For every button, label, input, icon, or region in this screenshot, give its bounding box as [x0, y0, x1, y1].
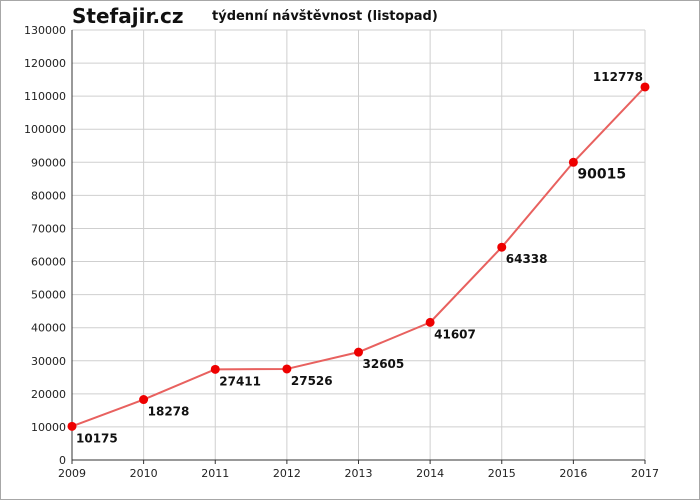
y-tick-label: 130000: [24, 24, 66, 37]
x-tick-label: 2013: [345, 467, 373, 480]
x-tick-label: 2011: [201, 467, 229, 480]
data-point: [210, 364, 220, 374]
y-tick-label: 90000: [31, 156, 66, 169]
data-point: [139, 395, 149, 405]
data-label: 10175: [76, 431, 118, 445]
data-point: [568, 157, 578, 167]
x-tick-label: 2009: [58, 467, 86, 480]
data-label: 41607: [434, 327, 476, 341]
data-point: [640, 82, 650, 92]
y-tick-label: 10000: [31, 421, 66, 434]
data-label: 64338: [506, 252, 548, 266]
data-point: [67, 421, 77, 431]
data-point: [497, 242, 507, 252]
data-label: 32605: [363, 357, 405, 371]
x-tick-label: 2017: [631, 467, 659, 480]
data-point: [425, 317, 435, 327]
y-axis-tick-labels: 0 10000 20000 30000 40000 50000 60000 70000 8000…: [24, 24, 66, 467]
x-tick-label: 2012: [273, 467, 301, 480]
data-label: 18278: [148, 405, 190, 419]
y-tick-label: 60000: [31, 256, 66, 269]
y-tick-label: 80000: [31, 189, 66, 202]
y-tick-label: 120000: [24, 57, 66, 70]
axes: [71, 30, 646, 464]
y-tick-label: 50000: [31, 289, 66, 302]
data-label: 112778: [593, 70, 643, 84]
x-tick-label: 2015: [488, 467, 516, 480]
data-point: [354, 347, 363, 357]
y-tick-label: 30000: [31, 355, 66, 368]
x-tick-label: 2016: [559, 467, 587, 480]
y-tick-label: 40000: [31, 322, 66, 335]
data-point: [282, 364, 292, 374]
data-label: 90015: [577, 166, 626, 182]
grid: [72, 29, 646, 460]
y-tick-label: 70000: [31, 222, 66, 235]
x-tick-label: 2014: [416, 467, 444, 480]
y-tick-label: 100000: [24, 123, 66, 136]
data-label: 27526: [291, 374, 333, 388]
x-tick-label: 2010: [130, 467, 158, 480]
site-brand: Stefajir.cz: [72, 4, 184, 28]
data-labels: 10175 18278 27411 27526 32605 41607 64338 90015…: [76, 70, 643, 445]
y-tick-label: 110000: [24, 90, 66, 103]
y-tick-label: 0: [59, 454, 66, 467]
data-points: [67, 82, 650, 431]
y-tick-label: 20000: [31, 388, 66, 401]
data-label: 27411: [219, 374, 261, 388]
x-axis-tick-labels: 2009 2010 2011 2012 2013 2014 2015 2016 2017: [58, 467, 659, 480]
chart-title: týdenní návštěvnost (listopad): [212, 9, 438, 24]
